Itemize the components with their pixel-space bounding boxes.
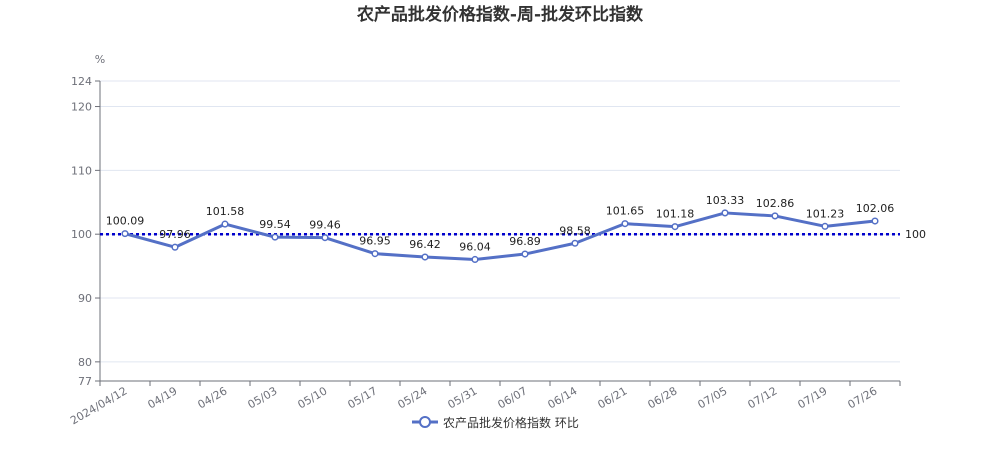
data-label: 101.23	[806, 207, 845, 220]
data-point	[321, 234, 329, 242]
series-line	[124, 211, 876, 261]
data-point	[221, 220, 229, 228]
y-tick-label: 100	[71, 228, 92, 241]
data-point	[421, 253, 429, 261]
x-tick-label: 06/14	[546, 384, 580, 411]
x-tick-label: 04/19	[146, 384, 180, 411]
y-tick-label: 120	[71, 101, 92, 114]
data-label: 96.89	[509, 235, 541, 248]
data-point	[571, 239, 579, 247]
y-tick-label: 77	[78, 375, 92, 388]
x-tick-label: 05/10	[296, 384, 330, 411]
x-tick-label: 07/12	[746, 384, 780, 411]
data-label: 99.54	[259, 218, 291, 231]
data-labels: 100.09 97.96 101.58 99.54 99.46 96.95 96.42 96.…	[106, 194, 895, 254]
data-label: 96.04	[459, 240, 491, 253]
x-tick-label: 05/03	[246, 384, 280, 411]
data-point	[621, 220, 629, 228]
data-point	[271, 233, 279, 241]
x-tick-label: 06/07	[496, 384, 530, 411]
data-label: 96.42	[409, 238, 441, 251]
x-tick-label: 06/21	[596, 384, 630, 411]
chart-title: 农产品批发价格指数-周-批发环比指数	[356, 4, 644, 25]
data-label: 101.58	[206, 205, 245, 218]
x-tick-label: 05/31	[446, 384, 480, 411]
x-tick-label: 07/19	[796, 384, 830, 411]
data-label: 98.58	[559, 224, 591, 237]
x-tick-label: 07/26	[846, 384, 880, 411]
legend[interactable]: 农产品批发价格指数 环比	[412, 415, 579, 430]
x-tick-label: 05/24	[396, 384, 430, 411]
data-label: 96.95	[359, 235, 391, 248]
y-tick-label: 80	[78, 356, 92, 369]
data-point	[171, 243, 179, 251]
data-point	[871, 217, 879, 225]
data-label: 103.33	[706, 194, 745, 207]
legend-marker-icon	[419, 416, 431, 428]
data-label: 99.46	[309, 219, 341, 232]
data-point	[121, 230, 129, 238]
x-tick-label: 06/28	[646, 384, 680, 411]
y-tick-label: 110	[71, 164, 92, 177]
x-tick-label: 2024/04/12	[68, 384, 129, 427]
x-tick-label: 05/17	[346, 384, 380, 411]
data-point	[471, 255, 479, 264]
reference-line-group: 100	[100, 228, 926, 241]
data-label: 97.96	[159, 228, 191, 241]
x-tick-label: 07/05	[696, 384, 730, 411]
data-label: 101.18	[656, 208, 695, 221]
y-tick-label: 124	[71, 75, 92, 88]
y-tick-label: 90	[78, 292, 92, 305]
data-label: 102.06	[856, 202, 895, 215]
grid	[100, 80, 900, 382]
data-point	[771, 212, 779, 220]
data-label: 101.65	[606, 205, 645, 218]
x-tick-label: 04/26	[196, 384, 230, 411]
data-label: 102.86	[756, 197, 795, 210]
series-group	[121, 209, 879, 264]
data-point	[821, 222, 829, 230]
data-point	[671, 223, 679, 231]
legend-label: 农产品批发价格指数 环比	[443, 415, 579, 430]
y-axis-unit: %	[95, 53, 105, 66]
reference-line-label: 100	[905, 228, 926, 241]
data-point	[521, 250, 529, 258]
data-point	[721, 209, 729, 217]
data-point	[371, 250, 379, 258]
data-label: 100.09	[106, 215, 145, 228]
